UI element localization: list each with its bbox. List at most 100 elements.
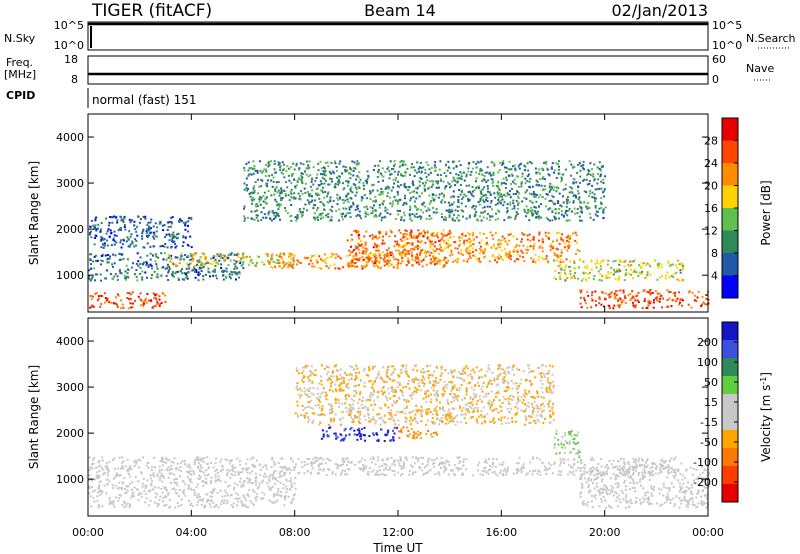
scatter-band [553, 259, 685, 282]
scatter-band [578, 465, 710, 509]
power-colorbar: 4 8 12 16 20 24 28 [704, 117, 739, 299]
colorbar-segment [722, 140, 738, 164]
colorbar-tick-label: -200 [693, 476, 718, 489]
colorbar-tick-label: 8 [711, 247, 718, 260]
colorbar-segment [722, 376, 738, 395]
colorbar-segment [722, 253, 738, 276]
colorbar-segment [722, 275, 738, 299]
colorbar-tick-label: -100 [693, 456, 718, 469]
nsearch-tick-top: 10^5 [712, 19, 742, 32]
colorbar-segment [722, 208, 738, 231]
nsky-label: N.Sky [4, 32, 36, 45]
scatter-band [398, 426, 438, 440]
colorbar-segment [722, 163, 738, 186]
x-tick-label: 20:00 [589, 526, 621, 539]
x-tick-label: 16:00 [485, 526, 517, 539]
y-tick-label: 2000 [56, 427, 84, 440]
y-tick-label: 3000 [56, 381, 84, 394]
y-tick-label: 1000 [56, 473, 84, 486]
scatter-band [89, 291, 167, 310]
y-tick-label: 4000 [56, 335, 84, 348]
colorbar-tick-label: 24 [704, 157, 718, 170]
colorbar-tick-label: -15 [700, 416, 718, 429]
cpid-label: CPID [6, 89, 35, 102]
scatter-band [295, 456, 685, 477]
nave-label: Nave [746, 62, 774, 75]
velocity-data-layer [88, 364, 710, 509]
nsky-panel: N.Sky 10^5 10^0 10^5 10^0 N.Search [4, 19, 796, 52]
power-cbar-label: Power [dB] [759, 180, 773, 245]
x-tick-label: 00:00 [72, 526, 104, 539]
scatter-band [579, 289, 710, 310]
scatter-band [269, 252, 399, 270]
colorbar-segment [722, 430, 738, 449]
nsearch-label: N.Search [746, 32, 796, 45]
y-tick-label: 3000 [56, 177, 84, 190]
scatter-band [320, 426, 399, 442]
y-tick-label: 4000 [56, 131, 84, 144]
x-tick-label: 04:00 [175, 526, 207, 539]
scatter-band [165, 252, 296, 268]
scatter-band [553, 429, 581, 459]
beam-label: Beam 14 [364, 1, 436, 20]
colorbar-tick-label: 15 [704, 396, 718, 409]
velocity-y-axis: 1000 2000 3000 4000 [56, 335, 708, 486]
colorbar-segment [722, 466, 738, 485]
velocity-colorbar: 200 100 50 15 -15 -50 -100 -200 [693, 321, 739, 503]
scatter-band [88, 456, 297, 509]
power-data-layer [88, 160, 710, 310]
colorbar-segment [722, 118, 738, 141]
power-y-axis: 1000 2000 3000 4000 [56, 131, 708, 282]
date-label: 02/Jan/2013 [611, 1, 708, 20]
x-tick-label: 12:00 [382, 526, 414, 539]
cpid-value: normal (fast) 151 [92, 93, 196, 107]
scatter-band [346, 229, 452, 268]
x-tick-label: 08:00 [279, 526, 311, 539]
velocity-ylabel: Slant Range [km] [27, 365, 41, 469]
colorbar-segment [722, 448, 738, 467]
nave-tick-bottom: 0 [712, 73, 719, 86]
freq-unit: [MHz] [4, 68, 36, 81]
colorbar-tick-label: 12 [704, 225, 718, 238]
colorbar-tick-label: 16 [704, 202, 718, 215]
cpid-row: CPID normal (fast) 151 [6, 88, 196, 108]
colorbar-segment [722, 185, 738, 209]
scatter-band [243, 160, 607, 222]
colorbar-tick-label: 20 [704, 180, 718, 193]
colorbar-tick-label: 200 [697, 336, 718, 349]
freq-label: Freq. [6, 56, 33, 69]
nsky-tick-top: 10^5 [54, 19, 84, 32]
y-tick-label: 1000 [56, 269, 84, 282]
nsearch-tick-bottom: 10^0 [712, 39, 742, 52]
colorbar-segment [722, 484, 738, 503]
nave-tick-top: 60 [712, 53, 726, 66]
power-panel: 1000 2000 3000 4000 Slant Range [km] 4 8 12 16… [27, 113, 773, 313]
colorbar-tick-label: 100 [697, 356, 718, 369]
radar-title: TIGER (fitACF) [91, 1, 212, 21]
colorbar-segment [722, 358, 738, 377]
scatter-band [88, 215, 193, 249]
x-axis-label: Time UT [372, 541, 423, 554]
y-tick-label: 2000 [56, 223, 84, 236]
velocity-cbar-label: Velocity [m s-1] [759, 372, 774, 462]
colorbar-segment [722, 340, 738, 359]
colorbar-segment [722, 230, 738, 254]
colorbar-tick-label: 50 [704, 376, 718, 389]
time-x-axis: 00:00 04:00 08:00 12:00 16:00 20:00 00:00 [72, 114, 724, 539]
colorbar-segment [722, 412, 738, 431]
power-ylabel: Slant Range [km] [27, 161, 41, 265]
colorbar-tick-label: -50 [700, 436, 718, 449]
colorbar-tick-label: 4 [711, 270, 718, 283]
colorbar-segment [722, 322, 738, 341]
nsky-tick-bottom: 10^0 [54, 39, 84, 52]
freq-panel: Freq. [MHz] 18 8 60 0 Nave [4, 53, 774, 86]
colorbar-segment [722, 394, 738, 413]
freq-tick-bottom: 8 [71, 73, 78, 86]
freq-tick-top: 18 [64, 53, 78, 66]
scatter-band [294, 364, 555, 426]
x-tick-label: 00:00 [692, 526, 724, 539]
scatter-band [88, 252, 245, 282]
colorbar-tick-label: 28 [704, 135, 718, 148]
